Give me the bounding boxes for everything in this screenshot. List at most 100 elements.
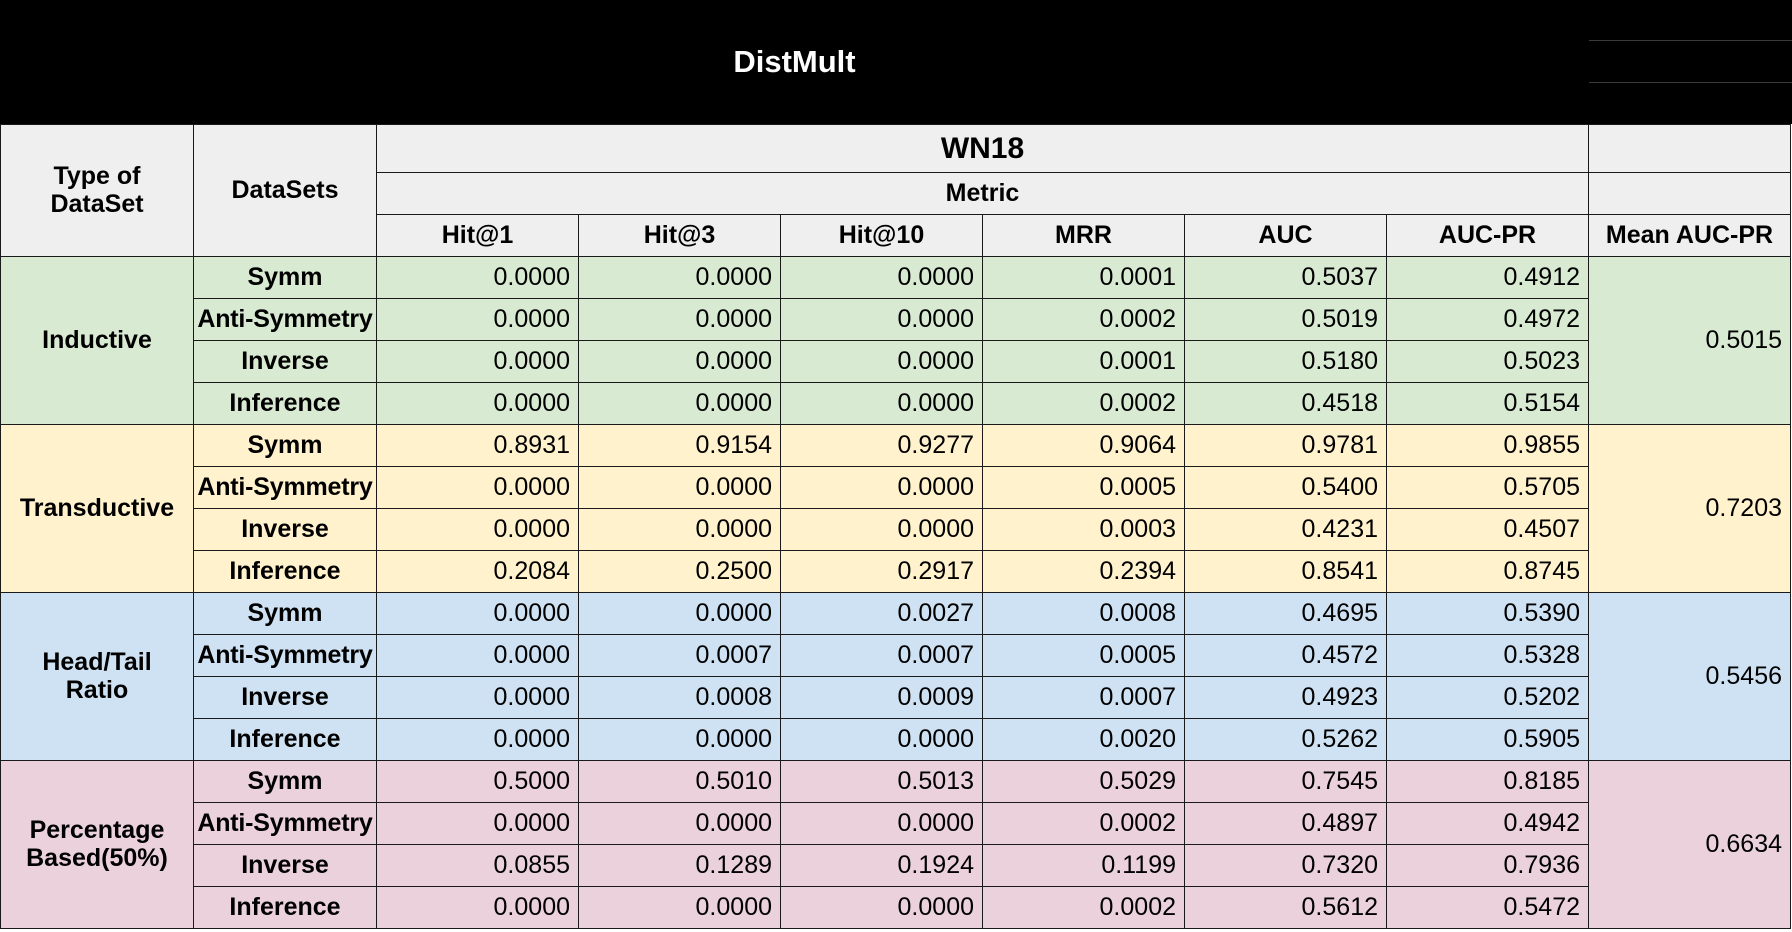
metric-value-cell[interactable]: 0.7545: [1184, 760, 1387, 803]
metric-value-cell[interactable]: 0.4923: [1184, 676, 1387, 719]
title-right-cells[interactable]: [1589, 0, 1792, 124]
group-label[interactable]: Transductive: [0, 424, 194, 593]
metric-value-cell[interactable]: 0.0000: [376, 382, 579, 425]
metric-value-cell[interactable]: 0.4897: [1184, 802, 1387, 845]
metric-value-cell[interactable]: 0.0007: [578, 634, 781, 677]
group-label[interactable]: Percentage Based(50%): [0, 760, 194, 929]
metric-value-cell[interactable]: 0.2500: [578, 550, 781, 593]
metric-value-cell[interactable]: 0.4507: [1386, 508, 1589, 551]
metric-value-cell[interactable]: 0.5612: [1184, 886, 1387, 929]
metric-value-cell[interactable]: 0.4942: [1386, 802, 1589, 845]
metric-value-cell[interactable]: 0.8541: [1184, 550, 1387, 593]
column-header-hit-1[interactable]: Hit@1: [376, 214, 579, 257]
metric-value-cell[interactable]: 0.5705: [1386, 466, 1589, 509]
mean-auc-pr-cell[interactable]: 0.5015: [1588, 256, 1791, 425]
column-header-hit-10[interactable]: Hit@10: [780, 214, 983, 257]
metric-value-cell[interactable]: 0.0027: [780, 592, 983, 635]
metric-value-cell[interactable]: 0.9064: [982, 424, 1185, 467]
metric-value-cell[interactable]: 0.0000: [376, 298, 579, 341]
metric-value-cell[interactable]: 0.0000: [376, 886, 579, 929]
metric-value-cell[interactable]: 0.9277: [780, 424, 983, 467]
metric-value-cell[interactable]: 0.0000: [780, 382, 983, 425]
blank-header-cell[interactable]: [1588, 124, 1791, 173]
metric-value-cell[interactable]: 0.0000: [376, 256, 579, 299]
metric-value-cell[interactable]: 0.1199: [982, 844, 1185, 887]
metric-value-cell[interactable]: 0.0000: [578, 592, 781, 635]
metric-value-cell[interactable]: 0.0000: [376, 634, 579, 677]
metric-value-cell[interactable]: 0.8185: [1386, 760, 1589, 803]
dataset-cell[interactable]: Anti-Symmetry: [193, 298, 377, 341]
metric-value-cell[interactable]: 0.0000: [376, 718, 579, 761]
type-of-dataset-header[interactable]: Type of DataSet: [0, 124, 194, 257]
metric-value-cell[interactable]: 0.0000: [578, 886, 781, 929]
metric-value-cell[interactable]: 0.5400: [1184, 466, 1387, 509]
metric-value-cell[interactable]: 0.0002: [982, 802, 1185, 845]
dataset-cell[interactable]: Anti-Symmetry: [193, 802, 377, 845]
metric-value-cell[interactable]: 0.0000: [376, 676, 579, 719]
dataset-cell[interactable]: Inverse: [193, 844, 377, 887]
metric-value-cell[interactable]: 0.5013: [780, 760, 983, 803]
metric-value-cell[interactable]: 0.5000: [376, 760, 579, 803]
dataset-cell[interactable]: Symm: [193, 760, 377, 803]
metric-value-cell[interactable]: 0.5023: [1386, 340, 1589, 383]
metric-value-cell[interactable]: 0.4912: [1386, 256, 1589, 299]
metric-value-cell[interactable]: 0.2394: [982, 550, 1185, 593]
dataset-cell[interactable]: Symm: [193, 424, 377, 467]
metric-value-cell[interactable]: 0.0001: [982, 256, 1185, 299]
mean-auc-pr-cell[interactable]: 0.5456: [1588, 592, 1791, 761]
metric-value-cell[interactable]: 0.0000: [376, 802, 579, 845]
metric-value-cell[interactable]: 0.0000: [578, 508, 781, 551]
metric-value-cell[interactable]: 0.0003: [982, 508, 1185, 551]
metric-value-cell[interactable]: 0.5472: [1386, 886, 1589, 929]
metric-value-cell[interactable]: 0.0007: [982, 676, 1185, 719]
metric-value-cell[interactable]: 0.7936: [1386, 844, 1589, 887]
metric-value-cell[interactable]: 0.5037: [1184, 256, 1387, 299]
group-label[interactable]: Inductive: [0, 256, 194, 425]
dataset-cell[interactable]: Inference: [193, 550, 377, 593]
metric-value-cell[interactable]: 0.4972: [1386, 298, 1589, 341]
metric-value-cell[interactable]: 0.0005: [982, 634, 1185, 677]
metric-value-cell[interactable]: 0.0000: [578, 718, 781, 761]
metric-value-cell[interactable]: 0.0002: [982, 886, 1185, 929]
metric-value-cell[interactable]: 0.0000: [578, 802, 781, 845]
dataset-cell[interactable]: Inference: [193, 718, 377, 761]
metric-value-cell[interactable]: 0.1289: [578, 844, 781, 887]
dataset-name-header[interactable]: WN18: [376, 124, 1589, 173]
mean-auc-pr-cell[interactable]: 0.6634: [1588, 760, 1791, 929]
metric-value-cell[interactable]: 0.5180: [1184, 340, 1387, 383]
metric-value-cell[interactable]: 0.5029: [982, 760, 1185, 803]
metric-value-cell[interactable]: 0.7320: [1184, 844, 1387, 887]
metric-value-cell[interactable]: 0.5905: [1386, 718, 1589, 761]
metric-value-cell[interactable]: 0.0002: [982, 382, 1185, 425]
dataset-cell[interactable]: Symm: [193, 592, 377, 635]
metric-value-cell[interactable]: 0.0000: [376, 466, 579, 509]
metric-value-cell[interactable]: 0.0001: [982, 340, 1185, 383]
column-header-hit-3[interactable]: Hit@3: [578, 214, 781, 257]
metric-value-cell[interactable]: 0.2917: [780, 550, 983, 593]
metric-value-cell[interactable]: 0.4695: [1184, 592, 1387, 635]
table-title[interactable]: DistMult: [0, 0, 1589, 124]
metric-value-cell[interactable]: 0.0000: [780, 340, 983, 383]
metric-value-cell[interactable]: 0.9781: [1184, 424, 1387, 467]
metric-value-cell[interactable]: 0.2084: [376, 550, 579, 593]
metric-value-cell[interactable]: 0.5328: [1386, 634, 1589, 677]
metric-value-cell[interactable]: 0.0000: [578, 298, 781, 341]
metric-value-cell[interactable]: 0.0009: [780, 676, 983, 719]
metric-value-cell[interactable]: 0.0000: [780, 802, 983, 845]
metric-value-cell[interactable]: 0.0000: [578, 382, 781, 425]
metric-value-cell[interactable]: 0.4231: [1184, 508, 1387, 551]
metric-value-cell[interactable]: 0.4572: [1184, 634, 1387, 677]
dataset-cell[interactable]: Anti-Symmetry: [193, 466, 377, 509]
metric-value-cell[interactable]: 0.0000: [780, 466, 983, 509]
metric-value-cell[interactable]: 0.0000: [578, 466, 781, 509]
metric-value-cell[interactable]: 0.5262: [1184, 718, 1387, 761]
metric-value-cell[interactable]: 0.5202: [1386, 676, 1589, 719]
column-header-auc-pr[interactable]: AUC-PR: [1386, 214, 1589, 257]
metric-value-cell[interactable]: 0.8931: [376, 424, 579, 467]
mean-auc-pr-cell[interactable]: 0.7203: [1588, 424, 1791, 593]
metric-value-cell[interactable]: 0.9855: [1386, 424, 1589, 467]
metric-value-cell[interactable]: 0.0020: [982, 718, 1185, 761]
dataset-cell[interactable]: Inverse: [193, 676, 377, 719]
dataset-cell[interactable]: Anti-Symmetry: [193, 634, 377, 677]
metric-value-cell[interactable]: 0.5010: [578, 760, 781, 803]
